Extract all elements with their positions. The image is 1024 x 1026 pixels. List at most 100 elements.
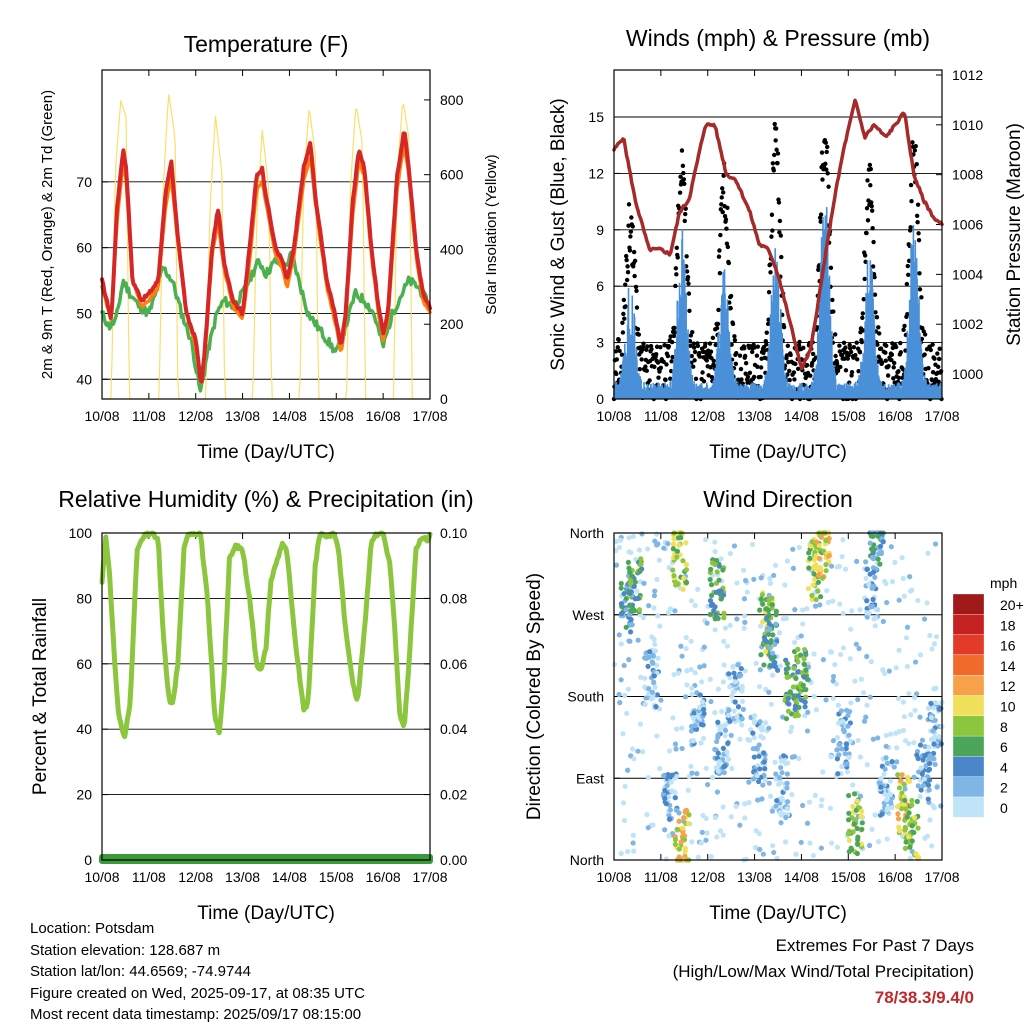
legend-label: 12 bbox=[1000, 678, 1016, 694]
direction-point bbox=[760, 735, 766, 741]
direction-point bbox=[751, 754, 757, 760]
gust-point bbox=[936, 364, 941, 370]
direction-point bbox=[779, 770, 785, 776]
direction-point bbox=[847, 738, 853, 744]
x-tick-label: 12/08 bbox=[178, 869, 213, 885]
direction-point bbox=[632, 596, 638, 602]
direction-point bbox=[688, 728, 694, 734]
direction-point bbox=[682, 809, 688, 815]
direction-point bbox=[661, 773, 667, 779]
direction-point bbox=[757, 667, 763, 673]
direction-point bbox=[878, 775, 884, 782]
direction-point bbox=[895, 772, 901, 778]
direction-point bbox=[832, 661, 838, 668]
gust-point bbox=[630, 224, 635, 229]
direction-point bbox=[834, 844, 841, 850]
direction-point bbox=[869, 555, 876, 561]
direction-point bbox=[907, 574, 913, 580]
direction-point bbox=[823, 561, 829, 568]
direction-point bbox=[934, 784, 940, 790]
legend-swatch bbox=[952, 695, 985, 716]
gust-point bbox=[626, 202, 632, 207]
direction-point bbox=[628, 549, 634, 556]
gust-point bbox=[843, 345, 848, 350]
gust-point bbox=[687, 308, 692, 313]
gust-point bbox=[624, 277, 630, 283]
direction-point bbox=[690, 738, 697, 744]
direction-point bbox=[756, 684, 763, 690]
direction-point bbox=[690, 715, 696, 721]
gust-point bbox=[680, 163, 686, 169]
direction-point bbox=[798, 697, 804, 703]
direction-point bbox=[899, 790, 905, 796]
gust-point bbox=[871, 239, 876, 245]
direction-point bbox=[884, 760, 890, 766]
direction-point bbox=[861, 718, 868, 724]
direction-point bbox=[720, 745, 726, 751]
direction-point bbox=[826, 553, 832, 559]
direction-point bbox=[670, 715, 676, 721]
gust-point bbox=[636, 332, 642, 337]
direction-point bbox=[818, 567, 824, 573]
gust-point bbox=[745, 374, 751, 379]
direction-point bbox=[666, 816, 673, 822]
y-tick-label: North bbox=[570, 525, 604, 541]
direction-point bbox=[618, 580, 624, 587]
gust-point bbox=[845, 356, 851, 361]
direction-point bbox=[768, 701, 775, 707]
direction-point bbox=[846, 754, 852, 760]
direction-point bbox=[806, 799, 813, 805]
direction-point bbox=[795, 659, 801, 665]
direction-point bbox=[882, 671, 888, 677]
direction-point bbox=[667, 606, 674, 612]
direction-point bbox=[895, 816, 902, 822]
gust-point bbox=[786, 359, 791, 365]
direction-point bbox=[621, 662, 627, 669]
direction-point bbox=[804, 820, 811, 826]
direction-point bbox=[899, 555, 905, 561]
direction-point bbox=[930, 755, 937, 762]
panel-0: Temperature (F) Time (Day/UTC) 10/08 11/08 1… bbox=[39, 31, 500, 463]
gust-point bbox=[867, 162, 873, 168]
direction-point bbox=[675, 581, 681, 587]
direction-point bbox=[778, 764, 784, 771]
direction-point bbox=[837, 651, 844, 658]
direction-point bbox=[618, 610, 625, 617]
gust-point bbox=[732, 334, 737, 339]
direction-point bbox=[637, 568, 643, 575]
direction-point bbox=[698, 840, 704, 846]
gust-point bbox=[901, 327, 906, 332]
direction-point bbox=[688, 666, 694, 673]
direction-point bbox=[856, 645, 862, 652]
direction-point bbox=[818, 594, 824, 600]
direction-point bbox=[670, 546, 676, 552]
direction-point bbox=[922, 744, 928, 750]
x-tick-label: 15/08 bbox=[319, 408, 354, 424]
x-tick-label: 10/08 bbox=[596, 869, 631, 885]
direction-point bbox=[702, 537, 709, 543]
gust-point bbox=[824, 149, 829, 155]
gust-point bbox=[905, 263, 910, 269]
direction-point bbox=[746, 799, 752, 806]
direction-point bbox=[906, 740, 912, 747]
direction-point bbox=[735, 704, 742, 710]
direction-point bbox=[674, 554, 680, 560]
legend-label: 2 bbox=[1000, 780, 1008, 796]
direction-point bbox=[884, 807, 890, 813]
direction-point bbox=[811, 571, 817, 577]
direction-point bbox=[878, 784, 884, 790]
direction-point bbox=[739, 685, 745, 691]
y-tick-label-right: 1008 bbox=[952, 167, 983, 183]
direction-point bbox=[902, 845, 909, 851]
gust-point bbox=[937, 346, 942, 351]
y-tick-label: West bbox=[572, 607, 604, 623]
gust-point bbox=[615, 345, 620, 350]
gust-point bbox=[767, 262, 773, 267]
direction-point bbox=[652, 588, 658, 594]
direction-point bbox=[762, 777, 769, 783]
direction-point bbox=[784, 558, 791, 564]
direction-point bbox=[848, 626, 854, 632]
direction-point bbox=[721, 662, 727, 668]
direction-point bbox=[774, 797, 780, 804]
direction-point bbox=[651, 679, 657, 685]
